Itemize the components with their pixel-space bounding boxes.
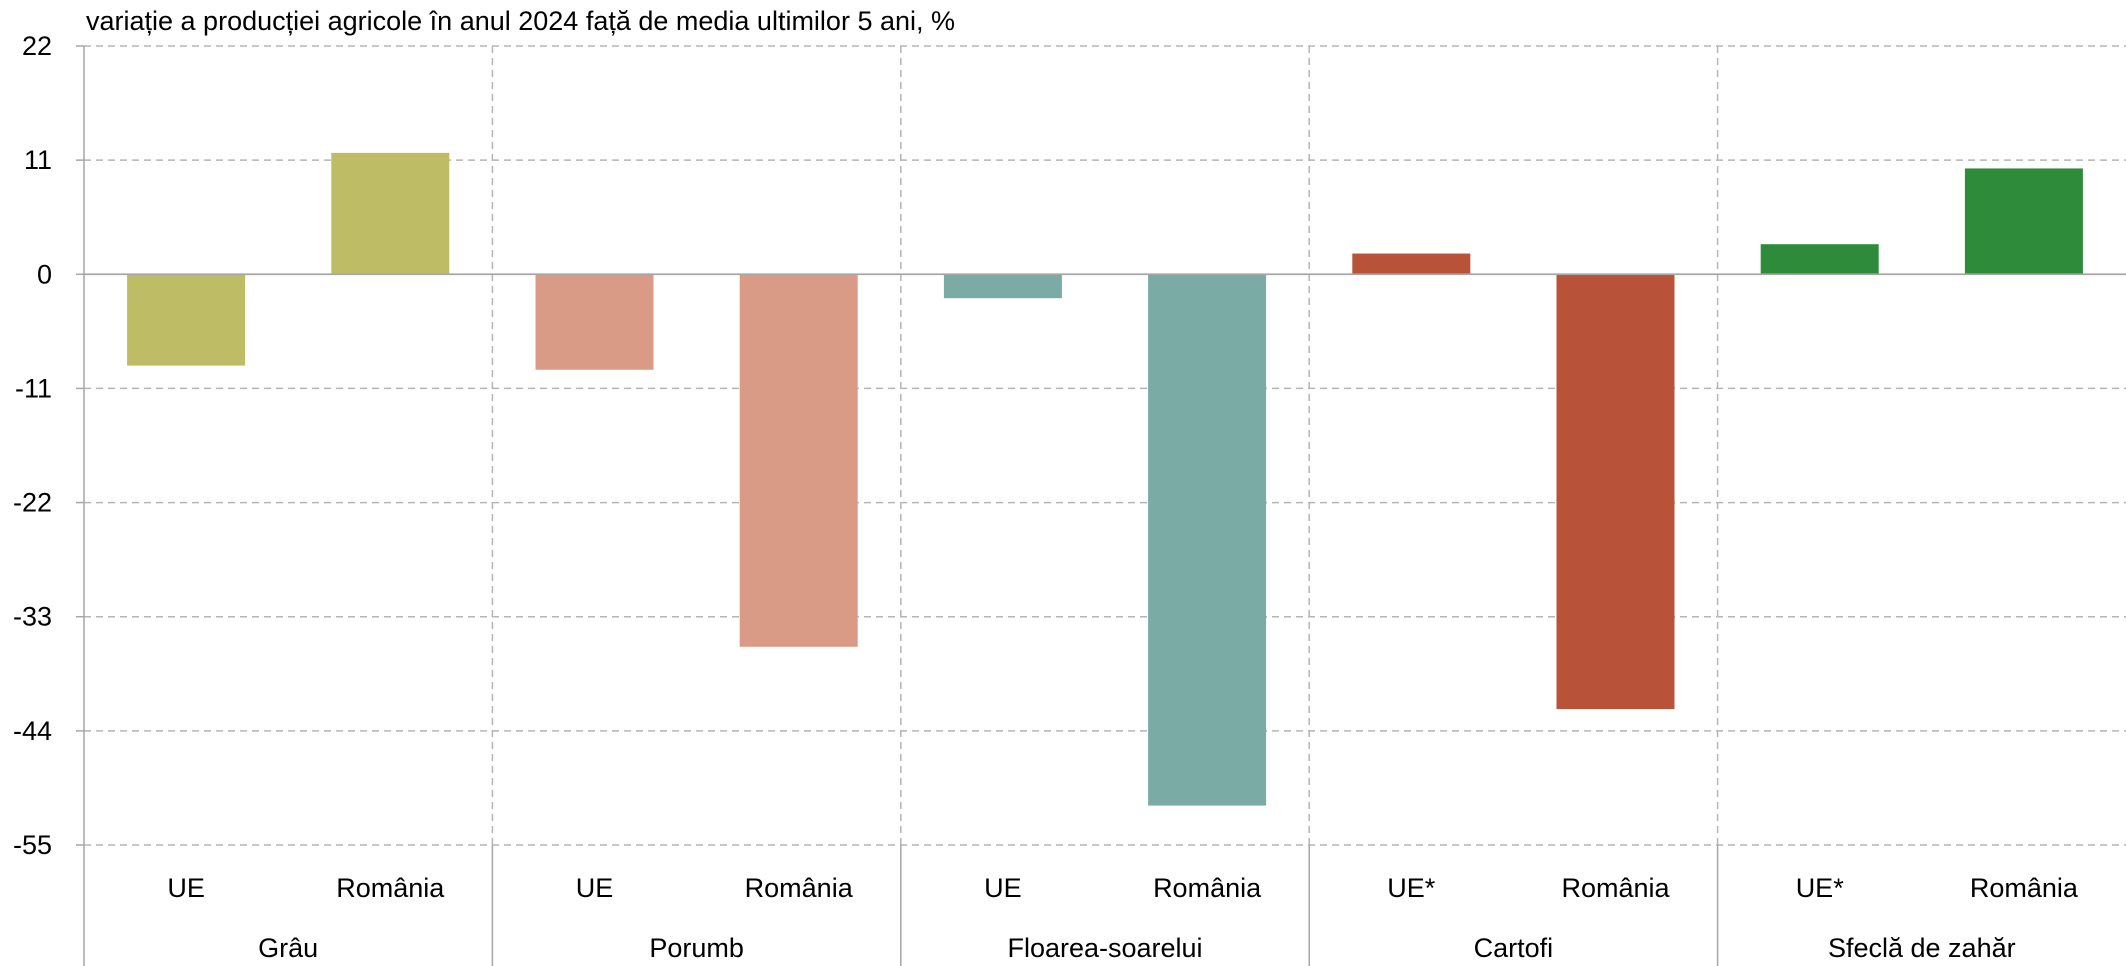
- x-group-label: Sfeclă de zahăr: [1828, 933, 2016, 963]
- y-tick-label: 22: [22, 31, 52, 61]
- y-tick-label: 11: [24, 145, 52, 175]
- x-bar-label: UE: [576, 873, 614, 903]
- x-group-label: Cartofi: [1474, 933, 1554, 963]
- bar-Sfeclă de zahăr-UE*: [1760, 244, 1879, 275]
- x-group-label: Porumb: [649, 933, 744, 963]
- bar-Porumb-România: [739, 274, 858, 647]
- bar-Porumb-UE: [535, 274, 654, 370]
- x-bar-label: UE*: [1387, 873, 1436, 903]
- y-tick-labels: 22 11 0 -11 -22 -33 -44 -55: [13, 31, 52, 860]
- axes: [76, 45, 2126, 966]
- chart-title: variație a producției agricole în anul 2…: [86, 6, 955, 36]
- y-tick-label: -55: [13, 830, 52, 860]
- bar-Cartofi-România: [1556, 274, 1675, 710]
- bars: [127, 152, 2083, 806]
- x-bar-label: România: [1970, 873, 2079, 903]
- bar-Cartofi-UE*: [1352, 253, 1471, 275]
- y-tick-label: -11: [15, 373, 52, 403]
- y-tick-label: -44: [13, 716, 52, 746]
- group-separators: [491, 46, 1719, 966]
- y-tick-label: -33: [13, 602, 52, 632]
- bar-Grâu-UE: [127, 274, 246, 366]
- x-bar-label: UE*: [1796, 873, 1845, 903]
- x-bar-label: UE: [984, 873, 1022, 903]
- x-bar-label: România: [745, 873, 854, 903]
- x-bar-label: România: [336, 873, 445, 903]
- x-bar-label: România: [1561, 873, 1670, 903]
- bar-Grâu-România: [331, 152, 450, 275]
- bar-Floarea-soarelui-România: [1148, 274, 1267, 806]
- x-group-label: Grâu: [258, 933, 318, 963]
- bar-Sfeclă de zahăr-România: [1964, 168, 2083, 275]
- bar-Floarea-soarelui-UE: [943, 274, 1062, 299]
- x-bar-label: UE: [167, 873, 205, 903]
- x-bar-label: România: [1153, 873, 1262, 903]
- y-tick-label: -22: [13, 488, 52, 518]
- y-tick-label: 0: [37, 259, 52, 289]
- x-group-label: Floarea-soarelui: [1007, 933, 1202, 963]
